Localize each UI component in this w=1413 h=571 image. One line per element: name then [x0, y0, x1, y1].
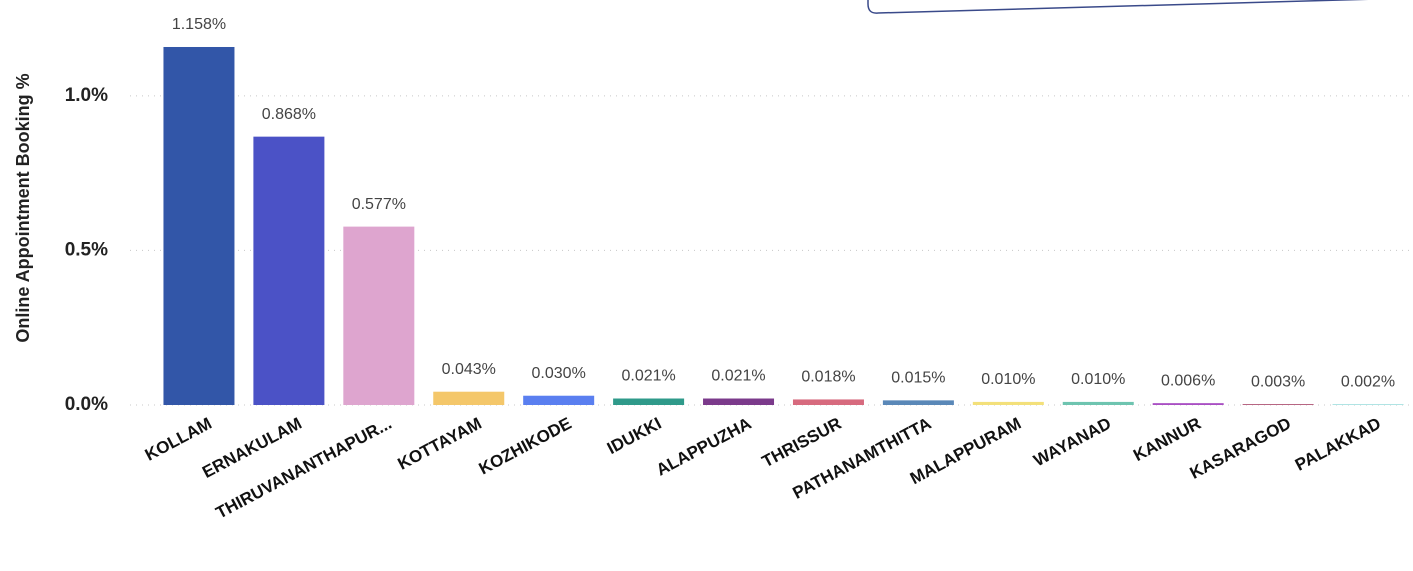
y-tick-label: 1.0%	[65, 85, 108, 106]
data-label: 1.158%	[172, 16, 226, 33]
x-tick-label: IDUKKI	[604, 414, 665, 458]
x-tick-label: KANNUR	[1130, 414, 1204, 465]
bar	[972, 401, 1044, 405]
bar	[792, 399, 864, 405]
data-label: 0.021%	[711, 368, 765, 385]
y-tick-label: 0.0%	[65, 394, 108, 415]
y-axis-label: Online Appointment Booking %	[13, 73, 33, 342]
bar	[253, 136, 325, 405]
bar	[882, 400, 954, 405]
bar	[343, 226, 415, 405]
bar	[1242, 404, 1314, 405]
bar	[1062, 401, 1134, 405]
data-label: 0.006%	[1161, 372, 1215, 389]
x-tick-label: KOZHIKODE	[476, 414, 575, 479]
bar	[613, 398, 685, 405]
data-label: 0.003%	[1251, 373, 1305, 390]
x-tick-label: ALAPPUZHA	[653, 414, 754, 480]
data-label: 0.021%	[621, 368, 675, 385]
data-label: 0.010%	[981, 371, 1035, 388]
y-tick-label: 0.5%	[65, 239, 108, 260]
data-label: 0.002%	[1341, 374, 1395, 391]
bar	[1152, 403, 1224, 405]
x-tick-label: KOTTAYAM	[395, 414, 485, 474]
x-tick-label: KASARAGOD	[1187, 414, 1294, 483]
tooltip-edge	[867, 0, 1369, 14]
bar	[163, 46, 235, 405]
x-tick-label: WAYANAD	[1031, 414, 1115, 471]
x-tick-label: PALAKKAD	[1292, 414, 1384, 475]
data-label: 0.868%	[262, 106, 316, 123]
bar	[703, 398, 775, 405]
data-label: 0.010%	[1071, 371, 1125, 388]
data-label: 0.018%	[801, 369, 855, 386]
bar	[523, 395, 595, 405]
data-label: 0.015%	[891, 370, 945, 387]
data-label: 0.577%	[352, 196, 406, 213]
x-tick-label: KOLLAM	[142, 414, 215, 465]
data-label: 0.030%	[532, 365, 586, 382]
bar	[1332, 404, 1404, 405]
bar	[433, 391, 505, 405]
data-label: 0.043%	[442, 361, 496, 378]
